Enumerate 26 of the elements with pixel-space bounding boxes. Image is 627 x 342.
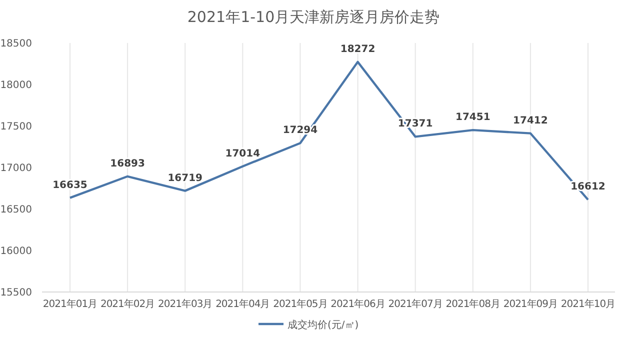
data-label: 17412	[513, 115, 548, 126]
x-tick-label: 2021年04月	[216, 298, 270, 310]
data-label: 17451	[455, 112, 490, 124]
y-tick-label: 16000	[0, 246, 32, 257]
y-tick-label: 16500	[0, 204, 32, 216]
y-tick-label: 15500	[0, 288, 32, 298]
legend-label: 成交均价(元/㎡)	[288, 319, 359, 331]
x-tick-label: 2021年03月	[158, 298, 212, 310]
y-tick-label: 17000	[0, 163, 32, 174]
y-tick-label: 18000	[0, 80, 32, 91]
x-tick-label: 2021年09月	[503, 298, 558, 310]
x-tick-label: 2021年07月	[388, 298, 442, 310]
x-tick-label: 2021年10月	[560, 298, 616, 310]
data-label: 16893	[110, 158, 145, 170]
data-label: 16635	[52, 180, 88, 191]
x-tick-label: 2021年06月	[330, 298, 385, 310]
data-label: 17014	[225, 148, 260, 160]
x-tick-label: 2021年08月	[446, 298, 500, 310]
data-label: 18272	[340, 44, 376, 55]
y-tick-label: 18500	[0, 38, 32, 50]
x-tick-label: 2021年05月	[273, 298, 328, 310]
data-label: 16719	[168, 172, 203, 184]
y-tick-label: 17500	[0, 122, 32, 132]
chart-title: 2021年1-10月天津新房逐月房价走势	[187, 8, 440, 26]
x-tick-label: 2021年01月	[42, 298, 98, 310]
x-tick-label: 2021年02月	[100, 298, 155, 310]
